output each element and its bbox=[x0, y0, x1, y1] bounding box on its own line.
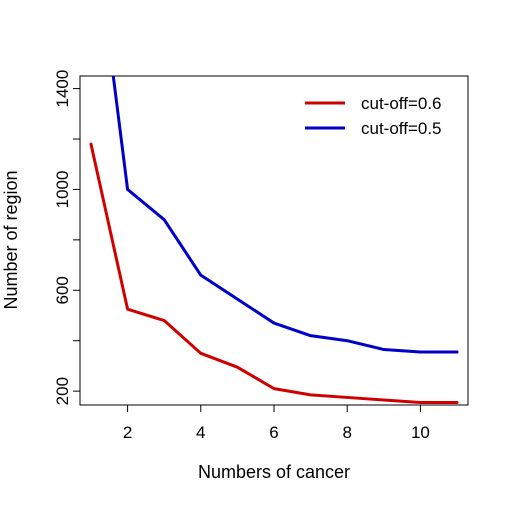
x-tick-label: 8 bbox=[342, 423, 351, 442]
series-line-2 bbox=[111, 76, 459, 354]
legend-label-2: cut-off=0.5 bbox=[361, 119, 442, 138]
x-axis-title: Numbers of cancer bbox=[198, 462, 350, 482]
y-tick-label: 1400 bbox=[53, 70, 72, 108]
legend-label-1: cut-off=0.6 bbox=[361, 94, 442, 113]
legend: cut-off=0.6 cut-off=0.5 bbox=[305, 94, 442, 138]
y-tick-label: 600 bbox=[53, 276, 72, 304]
y-tick-label: 200 bbox=[53, 377, 72, 405]
x-tick-label: 2 bbox=[123, 423, 132, 442]
x-tick-label: 6 bbox=[269, 423, 278, 442]
x-tick-label: 10 bbox=[411, 423, 430, 442]
y-tick-label: 1000 bbox=[53, 171, 72, 209]
y-axis-title: Number of region bbox=[1, 170, 21, 309]
series-line-1 bbox=[89, 142, 459, 404]
x-tick-label: 4 bbox=[196, 423, 205, 442]
